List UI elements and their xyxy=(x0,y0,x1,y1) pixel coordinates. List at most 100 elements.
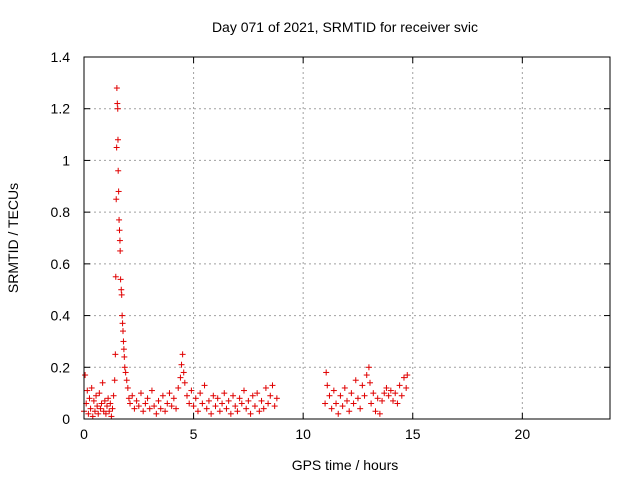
data-point xyxy=(328,405,335,412)
data-point xyxy=(357,405,364,412)
data-point xyxy=(116,227,123,234)
data-point xyxy=(121,364,128,371)
data-point xyxy=(188,387,195,394)
data-point xyxy=(221,390,228,397)
data-point xyxy=(368,400,375,407)
data-point xyxy=(121,353,128,360)
x-tick-label: 5 xyxy=(190,426,198,442)
data-point xyxy=(120,328,127,335)
data-point xyxy=(144,395,151,402)
data-point xyxy=(119,312,126,319)
data-point xyxy=(114,100,121,107)
data-point xyxy=(148,387,155,394)
data-point xyxy=(180,369,187,376)
data-point xyxy=(227,410,234,417)
data-point xyxy=(166,390,173,397)
data-point xyxy=(98,400,105,407)
data-point xyxy=(106,408,113,415)
data-point xyxy=(108,413,115,420)
data-point xyxy=(247,410,254,417)
data-point xyxy=(170,395,177,402)
data-point xyxy=(216,408,223,415)
data-point xyxy=(385,392,392,399)
data-point xyxy=(91,408,98,415)
data-point xyxy=(398,392,405,399)
data-point xyxy=(208,410,215,417)
data-point xyxy=(175,384,182,391)
data-point xyxy=(245,397,252,404)
data-point xyxy=(113,85,120,92)
data-point xyxy=(394,400,401,407)
data-point xyxy=(119,320,126,327)
data-point xyxy=(201,382,208,389)
data-point xyxy=(162,408,169,415)
data-point xyxy=(330,387,337,394)
data-point xyxy=(137,390,144,397)
data-point xyxy=(359,382,366,389)
data-point xyxy=(203,405,210,412)
data-point xyxy=(102,410,109,417)
data-point xyxy=(157,405,164,412)
data-point xyxy=(114,136,121,143)
y-tick-label: 0.4 xyxy=(51,308,71,324)
data-point xyxy=(86,395,93,402)
x-tick-label: 10 xyxy=(295,426,311,442)
data-point xyxy=(84,387,91,394)
data-point xyxy=(251,403,258,410)
data-point xyxy=(337,392,344,399)
data-point xyxy=(344,397,350,404)
data-point xyxy=(177,374,184,381)
data-point xyxy=(168,403,175,410)
data-point xyxy=(151,403,158,410)
data-point xyxy=(115,188,122,195)
data-point xyxy=(352,377,359,384)
data-point xyxy=(254,390,261,397)
data-point xyxy=(135,403,142,410)
y-tick-label: 1.2 xyxy=(51,101,71,117)
data-point xyxy=(93,392,100,399)
data-point xyxy=(365,364,372,371)
data-point xyxy=(115,167,122,174)
data-point xyxy=(230,392,237,399)
data-point xyxy=(96,390,103,397)
data-point xyxy=(396,382,403,389)
data-point xyxy=(120,338,127,345)
data-point xyxy=(159,392,166,399)
data-point xyxy=(273,395,280,402)
data-point xyxy=(153,410,160,417)
data-point xyxy=(348,390,355,397)
data-point xyxy=(403,384,410,391)
data-point xyxy=(116,237,123,244)
data-point xyxy=(146,405,153,412)
data-point xyxy=(155,397,162,404)
data-point xyxy=(219,400,226,407)
data-point xyxy=(223,405,230,412)
data-point xyxy=(271,403,278,410)
data-point xyxy=(350,400,357,407)
data-point xyxy=(112,273,119,280)
data-point xyxy=(120,346,127,353)
data-point xyxy=(238,400,245,407)
data-point xyxy=(111,377,118,384)
data-point xyxy=(367,379,374,386)
data-point xyxy=(181,379,188,386)
data-point xyxy=(392,390,399,397)
data-point xyxy=(117,276,124,283)
data-point xyxy=(374,395,381,402)
x-tick-label: 0 xyxy=(80,426,88,442)
data-point xyxy=(383,384,390,391)
data-point xyxy=(260,405,267,412)
data-point xyxy=(123,377,130,384)
y-tick-label: 1.4 xyxy=(51,49,71,65)
data-point xyxy=(404,372,411,379)
data-point xyxy=(190,403,197,410)
y-tick-label: 0 xyxy=(62,411,70,427)
data-point xyxy=(97,405,104,412)
data-point xyxy=(379,397,386,404)
data-point xyxy=(210,392,217,399)
data-point xyxy=(214,395,221,402)
data-point xyxy=(104,403,111,410)
data-point xyxy=(82,372,89,379)
data-point xyxy=(179,351,186,358)
